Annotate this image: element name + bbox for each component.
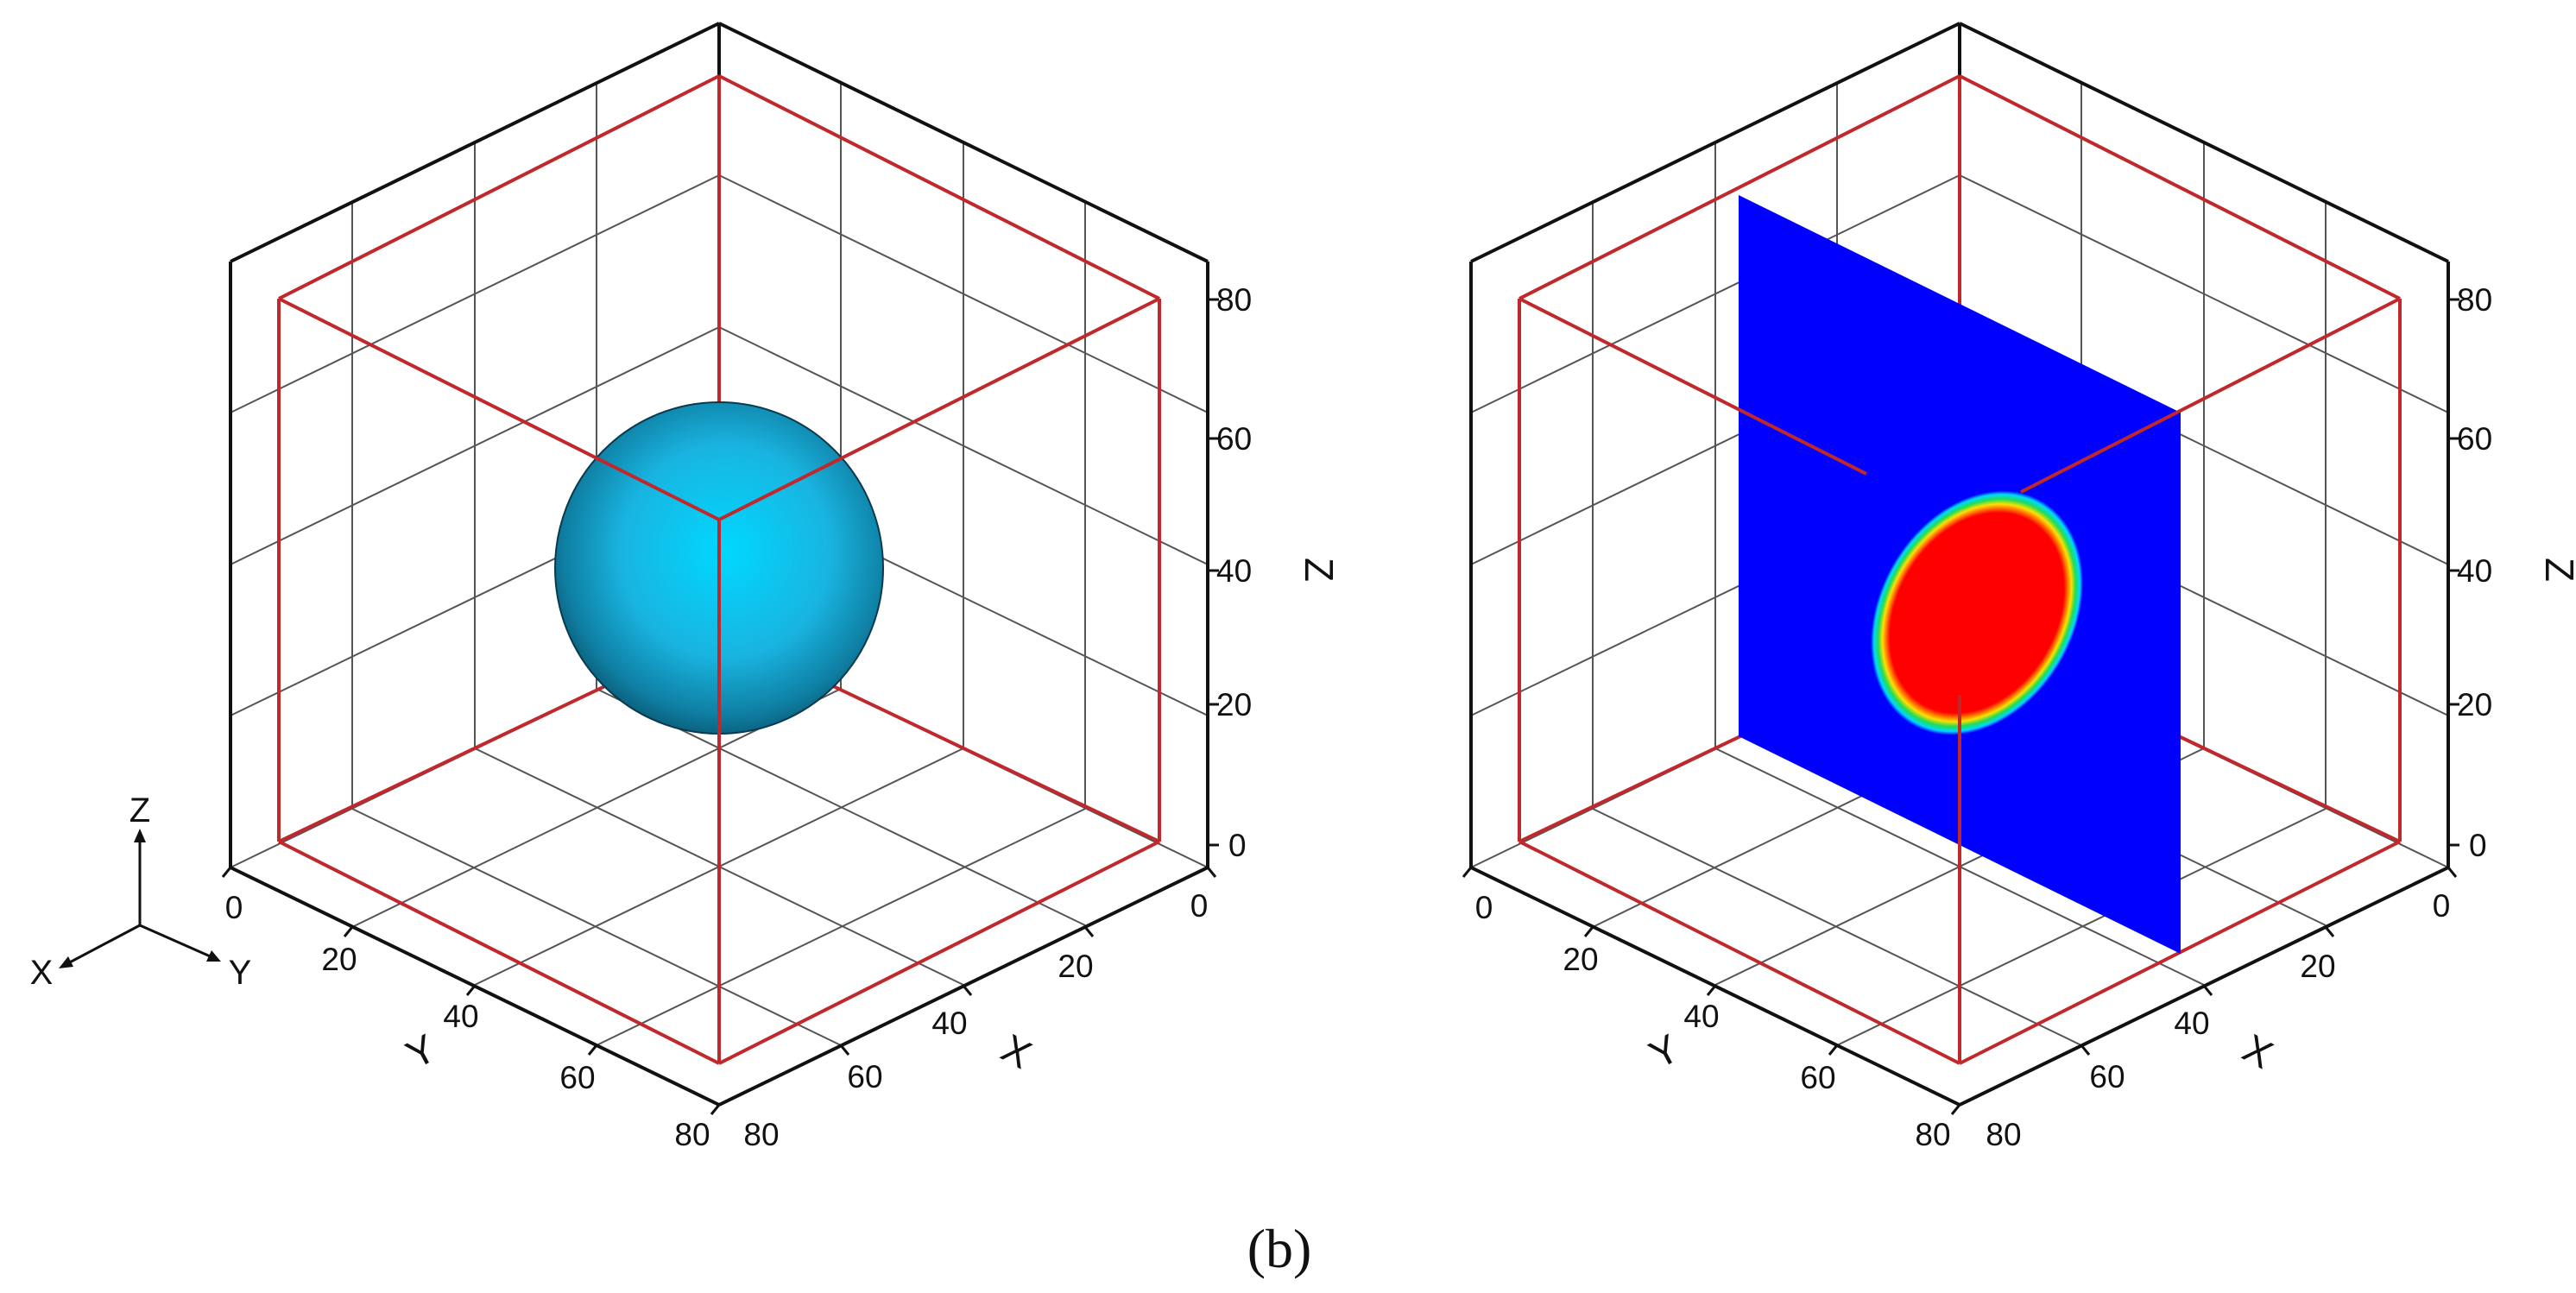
x-tick-label: 80 — [1986, 1117, 2021, 1152]
z-tick-label: 20 — [2457, 687, 2492, 722]
left-red-box-front — [277, 74, 1161, 1065]
y-tick-label: 20 — [1563, 942, 1598, 977]
z-tick-label: 20 — [1216, 687, 1252, 722]
y-tick-label: 0 — [1475, 890, 1493, 925]
right-z-tick-labels: 0 20 40 60 80 — [2457, 282, 2492, 863]
z-tick-label: 40 — [2457, 553, 2492, 589]
right-tick-marks — [1462, 298, 2459, 1115]
x-tick-label: 40 — [931, 1006, 967, 1041]
y-tick-label: 40 — [1683, 999, 1719, 1034]
right-red-box-front — [1518, 297, 2401, 1063]
y-tick-label: 0 — [225, 890, 243, 925]
panel-label: (b) — [1247, 1218, 1312, 1279]
triad-y-label: Y — [229, 954, 252, 992]
z-axis-title: Z — [2537, 558, 2576, 582]
x-tick-label: 60 — [2089, 1059, 2125, 1094]
x-tick-label: 20 — [2300, 949, 2335, 984]
triad-z-label: Z — [129, 792, 150, 829]
x-tick-label: 20 — [1058, 949, 1093, 984]
z-tick-label: 60 — [1216, 421, 1252, 457]
z-tick-label: 80 — [1216, 282, 1252, 318]
orientation-triad: Z X Y — [30, 792, 252, 992]
x-axis-title: X — [994, 1025, 1039, 1077]
z-tick-label: 0 — [1228, 828, 1247, 863]
left-panel: 0 20 40 60 80 0 20 40 60 80 0 20 40 60 8… — [221, 22, 1342, 1152]
y-tick-label: 80 — [674, 1117, 710, 1152]
triad-x-label: X — [30, 954, 54, 992]
z-tick-label: 40 — [1216, 553, 1252, 589]
y-tick-label: 60 — [1800, 1060, 1835, 1095]
x-axis-title: X — [2236, 1025, 2281, 1077]
x-tick-label: 80 — [743, 1117, 779, 1152]
left-tick-marks — [221, 298, 1219, 1115]
left-y-tick-labels: 0 20 40 60 80 — [225, 890, 710, 1152]
right-y-tick-labels: 0 20 40 60 80 — [1475, 890, 1951, 1152]
y-axis-title: Y — [1642, 1025, 1687, 1077]
y-tick-label: 40 — [443, 999, 478, 1034]
x-tick-label: 60 — [847, 1059, 882, 1094]
y-tick-label: 80 — [1915, 1117, 1950, 1152]
z-tick-label: 0 — [2469, 828, 2487, 863]
x-tick-label: 0 — [1190, 888, 1209, 924]
cross-section-plane — [1739, 195, 2181, 954]
z-axis-title: Z — [1297, 558, 1342, 582]
right-x-tick-labels: 0 20 40 60 80 — [1986, 888, 2450, 1152]
y-tick-label: 60 — [559, 1060, 595, 1095]
left-z-tick-labels: 0 20 40 60 80 — [1216, 282, 1252, 863]
z-tick-label: 80 — [2457, 282, 2492, 318]
y-tick-label: 20 — [321, 942, 357, 977]
z-tick-label: 60 — [2457, 421, 2492, 457]
x-tick-label: 40 — [2174, 1006, 2209, 1041]
y-axis-title: Y — [399, 1025, 444, 1077]
right-panel: 0 20 40 60 80 0 20 40 60 80 0 20 40 60 8… — [1462, 22, 2576, 1152]
left-x-tick-labels: 0 20 40 60 80 — [743, 888, 1208, 1152]
x-tick-label: 0 — [2433, 888, 2451, 924]
